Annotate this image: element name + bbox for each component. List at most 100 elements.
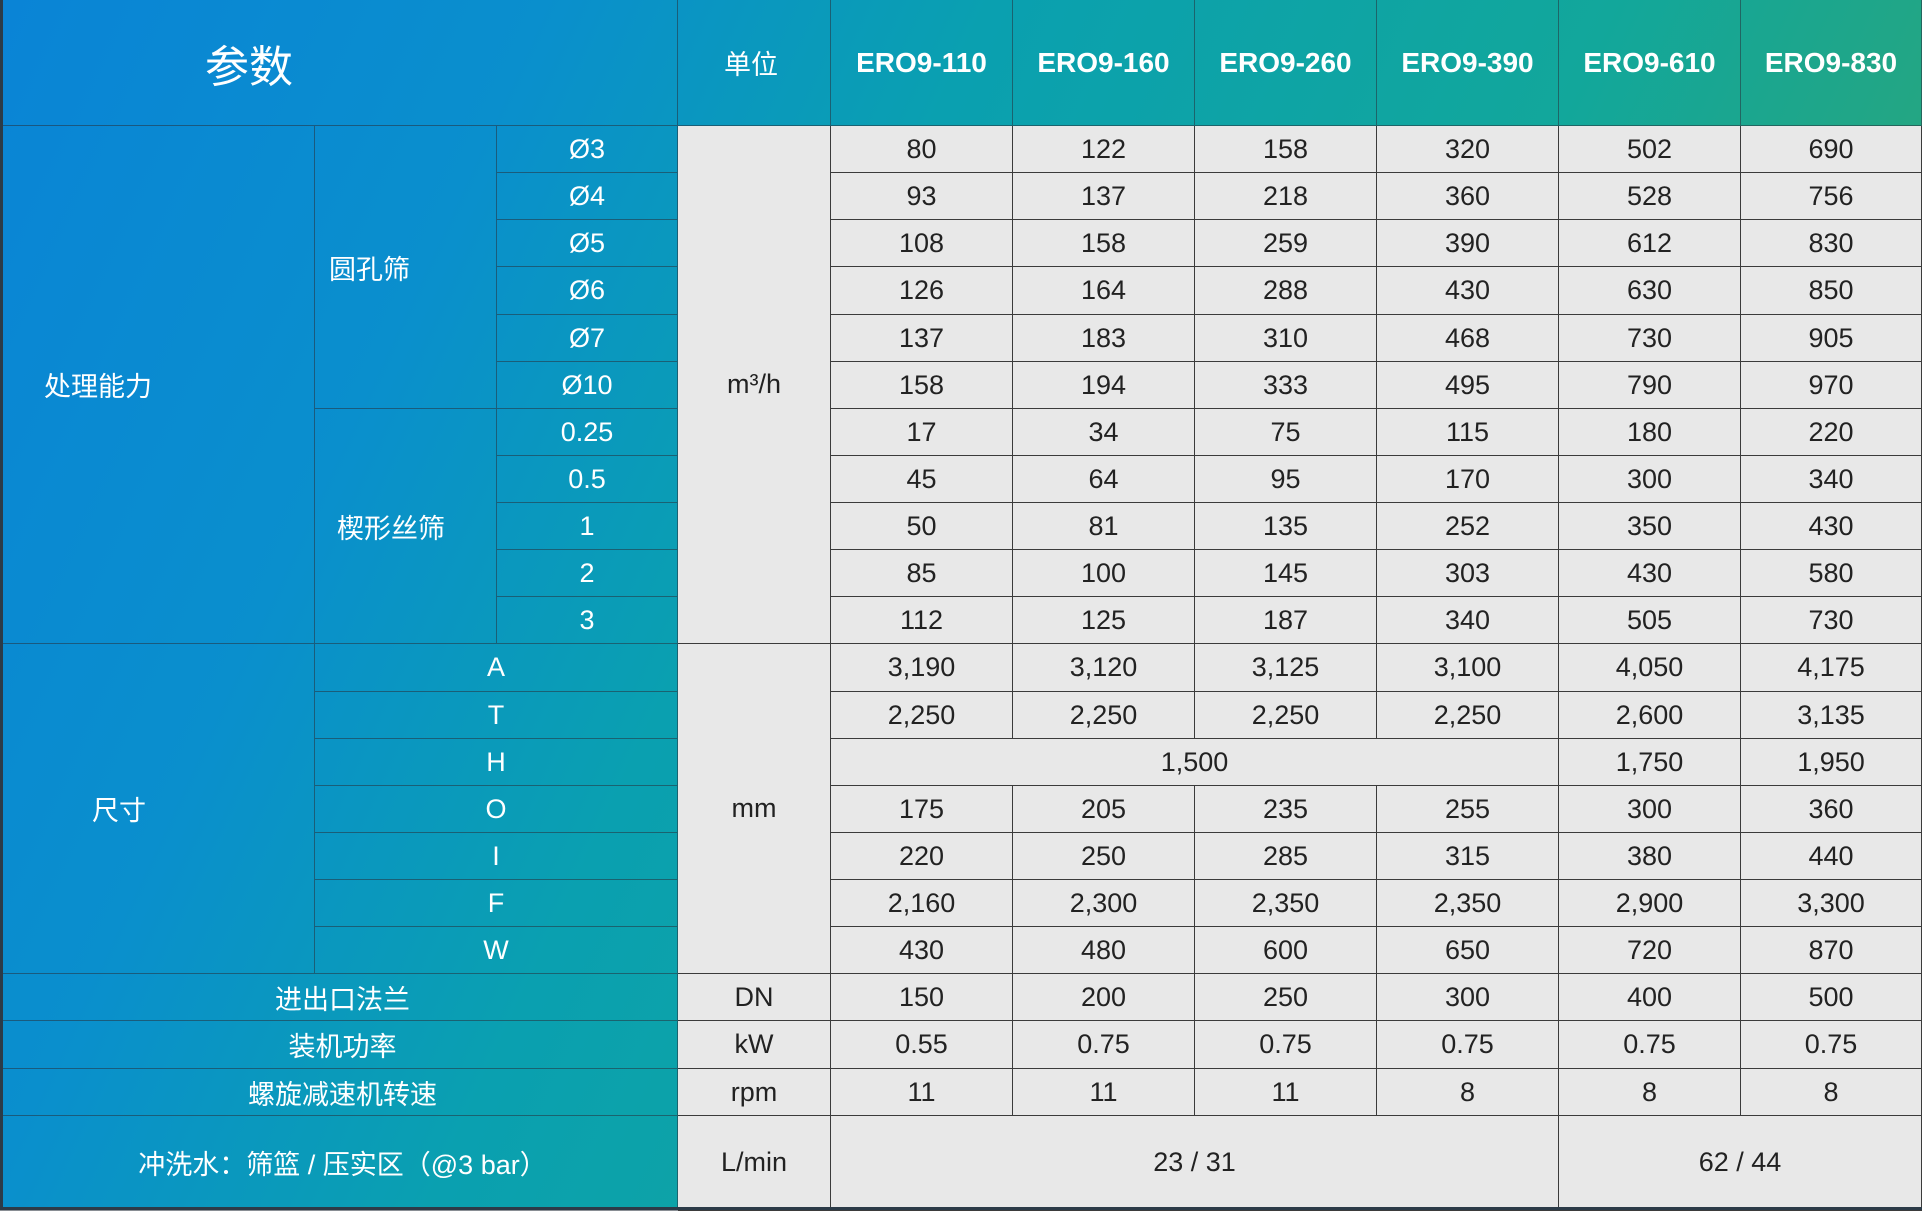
- table-cell: 970: [1741, 362, 1922, 409]
- table-cell: 650: [1377, 927, 1559, 974]
- unit-cell: kW: [678, 1021, 831, 1069]
- table-cell: 905: [1741, 315, 1922, 362]
- table-cell: 194: [1013, 362, 1195, 409]
- table-cell: 175: [831, 786, 1013, 833]
- aperture-size: 1: [497, 503, 678, 550]
- table-cell: 430: [831, 927, 1013, 974]
- table-cell: 137: [831, 315, 1013, 362]
- table-cell: 183: [1013, 315, 1195, 362]
- table-cell: 505: [1559, 597, 1741, 644]
- table-cell: 2,250: [831, 692, 1013, 739]
- table-cell: 360: [1741, 786, 1922, 833]
- table-cell: 11: [1195, 1069, 1377, 1116]
- table-cell: 870: [1741, 927, 1922, 974]
- table-cell: 100: [1013, 550, 1195, 597]
- table-cell: 612: [1559, 220, 1741, 267]
- table-cell: 2,250: [1013, 692, 1195, 739]
- spec-label: 螺旋减速机转速: [0, 1069, 678, 1116]
- table-cell: 2,160: [831, 880, 1013, 927]
- table-cell: 170: [1377, 456, 1559, 503]
- table-cell: 580: [1741, 550, 1922, 597]
- table-cell: 252: [1377, 503, 1559, 550]
- dimension-label: W: [315, 927, 678, 974]
- unit-cell: L/min: [678, 1116, 831, 1210]
- table-cell: 340: [1377, 597, 1559, 644]
- table-cell: 285: [1195, 833, 1377, 880]
- table-cell: 75: [1195, 409, 1377, 456]
- table-cell-merged: 62 / 44: [1559, 1116, 1922, 1210]
- table-cell: 0.75: [1377, 1021, 1559, 1069]
- table-cell: 502: [1559, 126, 1741, 173]
- table-cell: 495: [1377, 362, 1559, 409]
- table-cell: 340: [1741, 456, 1922, 503]
- table-cell: 320: [1377, 126, 1559, 173]
- table-cell: 164: [1013, 267, 1195, 315]
- table-cell: 180: [1559, 409, 1741, 456]
- spec-label: 装机功率: [0, 1021, 678, 1069]
- table-cell: 3,120: [1013, 644, 1195, 692]
- table-cell: 108: [831, 220, 1013, 267]
- table-cell: 303: [1377, 550, 1559, 597]
- table-cell: 45: [831, 456, 1013, 503]
- unit-cell: rpm: [678, 1069, 831, 1116]
- model-header: ERO9-110: [831, 0, 1013, 126]
- screen-type-wedge-wire: 楔形丝筛: [315, 409, 497, 644]
- aperture-size: Ø5: [497, 220, 678, 267]
- spec-label: 冲洗水：筛篮 / 压实区（@3 bar）: [0, 1116, 678, 1210]
- aperture-size: Ø4: [497, 173, 678, 220]
- table-cell-merged: 23 / 31: [831, 1116, 1559, 1210]
- unit-cell: DN: [678, 974, 831, 1021]
- table-cell: 2,300: [1013, 880, 1195, 927]
- table-cell: 250: [1013, 833, 1195, 880]
- table-cell: 34: [1013, 409, 1195, 456]
- unit-cell: mm: [678, 644, 831, 974]
- dimension-label: A: [315, 644, 678, 692]
- table-cell: 3,100: [1377, 644, 1559, 692]
- table-cell: 528: [1559, 173, 1741, 220]
- aperture-size: 2: [497, 550, 678, 597]
- spec-label: 进出口法兰: [0, 974, 678, 1021]
- table-cell: 125: [1013, 597, 1195, 644]
- table-cell: 400: [1559, 974, 1741, 1021]
- table-cell: 2,350: [1195, 880, 1377, 927]
- aperture-size: Ø7: [497, 315, 678, 362]
- table-cell: 360: [1377, 173, 1559, 220]
- table-cell: 8: [1741, 1069, 1922, 1116]
- table-cell: 0.75: [1559, 1021, 1741, 1069]
- table-cell: 756: [1741, 173, 1922, 220]
- table-cell: 4,050: [1559, 644, 1741, 692]
- table-cell: 93: [831, 173, 1013, 220]
- model-header: ERO9-390: [1377, 0, 1559, 126]
- table-cell: 730: [1559, 315, 1741, 362]
- aperture-size: 3: [497, 597, 678, 644]
- table-cell: 300: [1559, 456, 1741, 503]
- table-cell: 300: [1559, 786, 1741, 833]
- table-cell: 730: [1741, 597, 1922, 644]
- table-cell: 255: [1377, 786, 1559, 833]
- table-cell: 2,250: [1195, 692, 1377, 739]
- table-cell: 2,250: [1377, 692, 1559, 739]
- table-cell: 250: [1195, 974, 1377, 1021]
- table-cell: 218: [1195, 173, 1377, 220]
- aperture-size: 0.25: [497, 409, 678, 456]
- table-cell: 17: [831, 409, 1013, 456]
- table-cell: 3,300: [1741, 880, 1922, 927]
- category-dimensions: 尺寸: [0, 644, 315, 974]
- table-cell: 137: [1013, 173, 1195, 220]
- model-header: ERO9-610: [1559, 0, 1741, 126]
- table-cell: 126: [831, 267, 1013, 315]
- table-cell: 122: [1013, 126, 1195, 173]
- table-cell: 135: [1195, 503, 1377, 550]
- table-cell: 50: [831, 503, 1013, 550]
- table-cell: 288: [1195, 267, 1377, 315]
- table-cell: 830: [1741, 220, 1922, 267]
- table-cell: 0.55: [831, 1021, 1013, 1069]
- table-cell: 115: [1377, 409, 1559, 456]
- table-cell: 64: [1013, 456, 1195, 503]
- table-cell: 630: [1559, 267, 1741, 315]
- table-cell: 390: [1377, 220, 1559, 267]
- table-cell: 158: [1013, 220, 1195, 267]
- category-capacity: 处理能力: [0, 126, 315, 644]
- table-cell: 0.75: [1013, 1021, 1195, 1069]
